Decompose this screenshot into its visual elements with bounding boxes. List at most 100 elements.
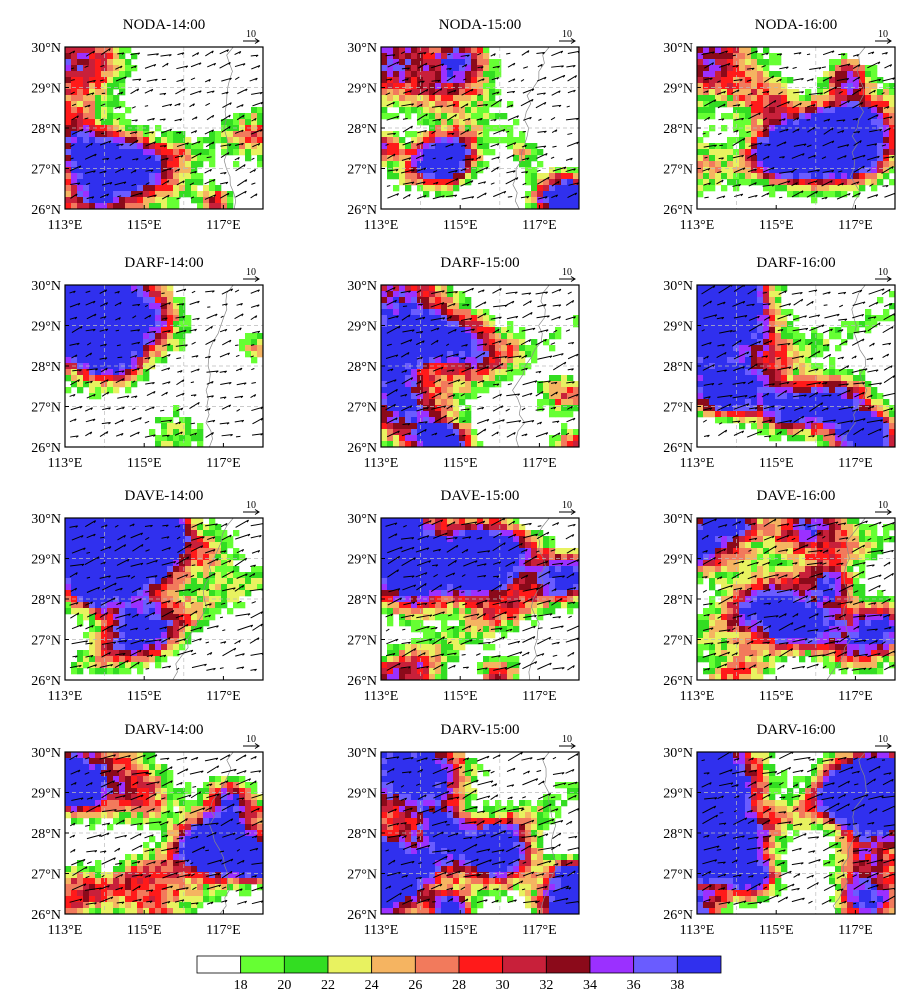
reference-vector-label: 10 [246,267,256,278]
panel-darf-2: DARF-16:00 10 26°N 27°N 28°N 29°N 30°N 113°E 115… [663,255,896,471]
panel-darf-0: DARF-14:00 10 26°N 27°N 28°N 29°N 30°N 113°E 115… [31,255,264,471]
reference-vector: 10 [559,500,576,515]
y-tick-label: 30°N [663,279,693,294]
y-tick-label: 26°N [663,441,693,456]
x-tick-label: 115°E [127,689,162,704]
reference-vector: 10 [875,734,892,749]
y-tick-label: 27°N [347,634,377,649]
y-tick-label: 27°N [347,163,377,178]
colorbar-tick-label: 24 [365,978,379,993]
panel-title: DAVE-14:00 [125,488,204,504]
reference-vector-label: 10 [878,29,888,40]
y-tick-label: 27°N [31,868,61,883]
y-tick-label: 29°N [31,553,61,568]
y-tick-label: 29°N [663,82,693,97]
y-tick-label: 27°N [663,163,693,178]
x-tick-label: 115°E [759,456,794,471]
x-tick-label: 113°E [48,923,83,938]
panel-darv-1: DARV-15:00 10 26°N 27°N 28°N 29°N 30°N 113°E 115… [347,722,580,938]
x-tick-label: 113°E [680,923,715,938]
x-tick-label: 115°E [443,923,478,938]
reference-vector: 10 [559,734,576,749]
colorbar-bin [283,955,329,974]
y-tick-label: 30°N [347,746,377,761]
y-tick-label: 29°N [31,787,61,802]
boundary-line [540,752,559,914]
colorbar-bin [240,955,285,974]
x-tick-label: 117°E [838,689,873,704]
colorbar-bin [545,955,591,974]
colorbar-bin [502,955,547,974]
y-tick-label: 26°N [663,908,693,923]
y-tick-label: 29°N [31,82,61,97]
grid [697,285,895,447]
wind-vectors [701,752,895,905]
boundary-line [528,518,550,680]
reference-vector-label: 10 [562,500,572,511]
x-tick-label: 117°E [838,456,873,471]
x-tick-label: 117°E [838,218,873,233]
wind-vectors [701,518,895,671]
y-tick-label: 29°N [31,320,61,335]
y-tick-label: 27°N [31,163,61,178]
y-tick-label: 30°N [663,512,693,527]
x-tick-label: 115°E [443,218,478,233]
y-tick-label: 26°N [31,674,61,689]
x-tick-label: 113°E [364,923,399,938]
reference-vector-label: 10 [562,29,572,40]
y-tick-label: 26°N [347,441,377,456]
x-tick-label: 113°E [364,689,399,704]
wind-vectors [385,518,579,671]
panel-title: NODA-15:00 [439,17,522,33]
x-tick-label: 113°E [680,456,715,471]
colorbar-bin [589,955,635,974]
y-tick-label: 26°N [663,674,693,689]
panel-darv-0: DARV-14:00 10 26°N 27°N 28°N 29°N 30°N 113°E 115… [31,722,264,938]
reference-vector: 10 [875,267,892,282]
colorbar-bin [371,955,416,974]
y-tick-label: 27°N [663,634,693,649]
reflectivity-field [65,518,263,680]
reference-vector-label: 10 [246,500,256,511]
x-tick-label: 115°E [127,456,162,471]
panel-dave-1: DAVE-15:00 10 26°N 27°N 28°N 29°N 30°N 113°E 115… [347,488,580,704]
reference-vector-label: 10 [246,734,256,745]
panel-noda-0: NODA-14:00 10 26°N 27°N 28°N 29°N 30°N 113°E 115… [31,17,264,233]
x-tick-label: 115°E [759,218,794,233]
panel-darf-1: DARF-15:00 10 26°N 27°N 28°N 29°N 30°N 113°E 115… [347,255,580,471]
wind-vectors [701,50,895,200]
panel-title: DARF-14:00 [124,255,203,271]
reflectivity-field [65,285,263,447]
y-tick-label: 30°N [31,41,61,56]
panel-title: DARV-14:00 [124,722,203,738]
colorbar-tick-label: 32 [539,978,553,993]
x-tick-label: 117°E [206,923,241,938]
reference-vector-label: 10 [878,500,888,511]
y-tick-label: 28°N [31,593,61,608]
colorbar-bin [196,955,242,974]
boundary-line [850,47,866,209]
x-tick-label: 115°E [127,218,162,233]
colorbar-tick-label: 22 [321,978,335,993]
colorbar-bin [414,955,460,974]
panel-title: DAVE-16:00 [757,488,836,504]
colorbar-bin [327,955,373,974]
panel-title: DARV-16:00 [756,722,835,738]
reference-vector: 10 [243,29,260,44]
reference-vector: 10 [243,734,260,749]
y-tick-label: 27°N [663,401,693,416]
x-tick-label: 115°E [443,456,478,471]
wind-vectors [69,288,263,438]
y-tick-label: 30°N [31,746,61,761]
y-tick-label: 27°N [347,868,377,883]
y-tick-label: 30°N [31,279,61,294]
colorbar-tick-label: 36 [627,978,641,993]
colorbar-tick-label: 18 [234,978,248,993]
y-tick-label: 28°N [347,827,377,842]
reflectivity-field [697,47,895,209]
reference-vector: 10 [875,29,892,44]
x-tick-label: 115°E [127,923,162,938]
x-tick-label: 113°E [48,689,83,704]
y-tick-label: 30°N [347,512,377,527]
